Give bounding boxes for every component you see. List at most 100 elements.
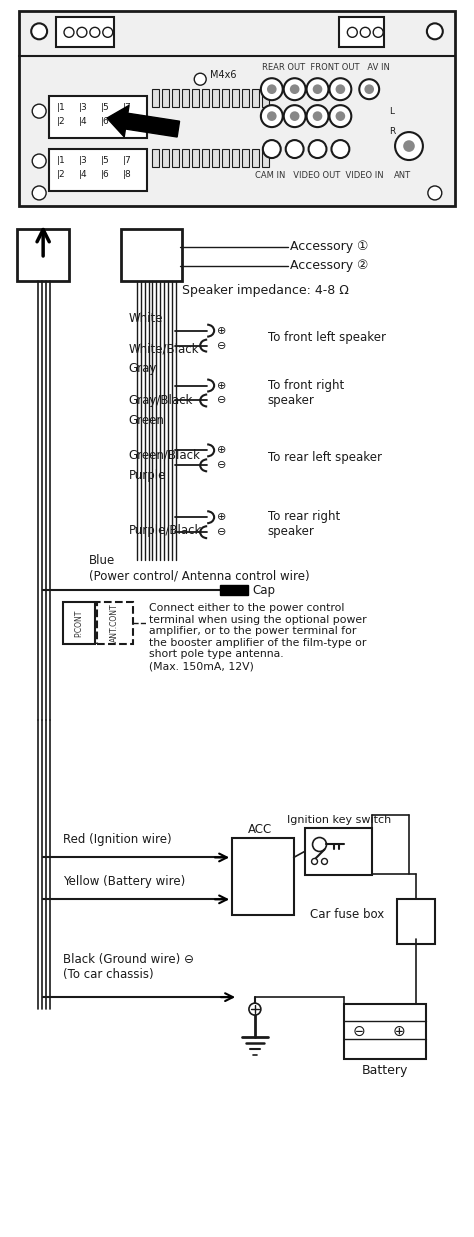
Bar: [212, 89, 219, 108]
Circle shape: [427, 24, 443, 40]
Text: |5: |5: [101, 156, 109, 165]
Circle shape: [32, 155, 46, 168]
Text: To rear right
speaker: To rear right speaker: [268, 510, 340, 538]
Bar: [163, 148, 169, 167]
Text: ⊖: ⊖: [353, 1023, 365, 1039]
Circle shape: [329, 105, 351, 127]
Text: Purple: Purple: [128, 469, 166, 482]
Text: Purple/Black: Purple/Black: [128, 523, 202, 537]
Circle shape: [337, 85, 345, 93]
Text: |7: |7: [123, 156, 131, 165]
Circle shape: [313, 85, 321, 93]
Text: L: L: [389, 106, 394, 115]
Text: CAM IN   VIDEO OUT  VIDEO IN: CAM IN VIDEO OUT VIDEO IN: [255, 172, 383, 181]
Circle shape: [395, 132, 423, 160]
Circle shape: [321, 858, 328, 865]
Text: Car fuse box: Car fuse box: [310, 908, 384, 920]
Text: ⊕: ⊕: [217, 381, 227, 391]
Text: |4: |4: [79, 116, 88, 126]
Text: Connect either to the power control
terminal when using the optional power
ampli: Connect either to the power control term…: [148, 602, 366, 670]
Circle shape: [32, 104, 46, 118]
Circle shape: [268, 85, 276, 93]
Circle shape: [365, 85, 373, 93]
Text: Green/Black: Green/Black: [128, 449, 201, 461]
Text: To rear left speaker: To rear left speaker: [268, 450, 382, 464]
Circle shape: [284, 78, 306, 100]
Text: ⊖: ⊖: [217, 460, 227, 470]
Text: Gray: Gray: [128, 362, 157, 375]
Bar: [232, 837, 294, 915]
Bar: [153, 148, 159, 167]
Bar: [262, 89, 269, 108]
Text: ⊕: ⊕: [392, 1023, 405, 1039]
Text: |1: |1: [57, 103, 66, 111]
Bar: [242, 148, 249, 167]
Circle shape: [428, 186, 442, 200]
Text: |2: |2: [57, 169, 66, 178]
Text: |6: |6: [101, 169, 109, 178]
Circle shape: [263, 140, 281, 158]
Text: Black (Ground wire) ⊖
(To car chassis): Black (Ground wire) ⊖ (To car chassis): [63, 954, 194, 981]
FancyArrow shape: [107, 105, 180, 137]
Circle shape: [373, 27, 383, 37]
Circle shape: [307, 78, 328, 100]
Text: ⊕: ⊕: [217, 325, 227, 335]
Text: |1: |1: [57, 156, 66, 165]
Bar: [192, 148, 199, 167]
Text: Blue
(Power control/ Antenna control wire): Blue (Power control/ Antenna control wir…: [89, 554, 310, 583]
Text: |3: |3: [79, 156, 88, 165]
Text: ⊖: ⊖: [217, 396, 227, 406]
Text: White/Black: White/Black: [128, 343, 199, 355]
Circle shape: [337, 113, 345, 120]
Bar: [345, 1004, 426, 1059]
Bar: [56, 17, 114, 47]
Text: Ignition key switch: Ignition key switch: [287, 814, 392, 825]
Text: ANT: ANT: [394, 172, 411, 181]
Bar: [163, 89, 169, 108]
Circle shape: [32, 186, 46, 200]
Bar: [242, 89, 249, 108]
Bar: [182, 148, 189, 167]
Circle shape: [313, 113, 321, 120]
Bar: [173, 148, 179, 167]
Text: ANT.CONT: ANT.CONT: [110, 604, 119, 642]
Bar: [192, 89, 199, 108]
Circle shape: [284, 105, 306, 127]
Text: M4x6: M4x6: [210, 71, 237, 80]
Text: White: White: [128, 312, 163, 325]
Circle shape: [291, 113, 299, 120]
Circle shape: [359, 79, 379, 99]
Text: |8: |8: [123, 116, 131, 126]
Bar: [232, 89, 239, 108]
Text: ⊖: ⊖: [217, 340, 227, 350]
Bar: [252, 148, 259, 167]
Bar: [222, 148, 229, 167]
Text: |2: |2: [57, 116, 66, 126]
Bar: [202, 89, 209, 108]
Circle shape: [404, 141, 414, 151]
Text: ACC: ACC: [248, 823, 272, 836]
Circle shape: [331, 140, 349, 158]
Text: Speaker impedance: 4-8 Ω: Speaker impedance: 4-8 Ω: [182, 285, 349, 297]
Bar: [222, 89, 229, 108]
Circle shape: [360, 27, 370, 37]
Bar: [121, 229, 182, 281]
Text: P.CONT: P.CONT: [74, 610, 83, 637]
Text: To front left speaker: To front left speaker: [268, 332, 386, 344]
Bar: [339, 17, 384, 47]
Circle shape: [261, 105, 283, 127]
Text: Battery: Battery: [362, 1065, 408, 1077]
Circle shape: [261, 78, 283, 100]
Circle shape: [103, 27, 113, 37]
Text: |4: |4: [79, 169, 88, 178]
Circle shape: [311, 858, 318, 865]
Text: |5: |5: [101, 103, 109, 111]
Text: ⊖: ⊖: [217, 527, 227, 537]
Text: |3: |3: [79, 103, 88, 111]
Text: Red (Ignition wire): Red (Ignition wire): [63, 833, 172, 846]
Text: |8: |8: [123, 169, 131, 178]
Circle shape: [64, 27, 74, 37]
Bar: [220, 585, 248, 595]
Text: Yellow (Battery wire): Yellow (Battery wire): [63, 875, 185, 888]
Text: ⊕: ⊕: [217, 512, 227, 522]
